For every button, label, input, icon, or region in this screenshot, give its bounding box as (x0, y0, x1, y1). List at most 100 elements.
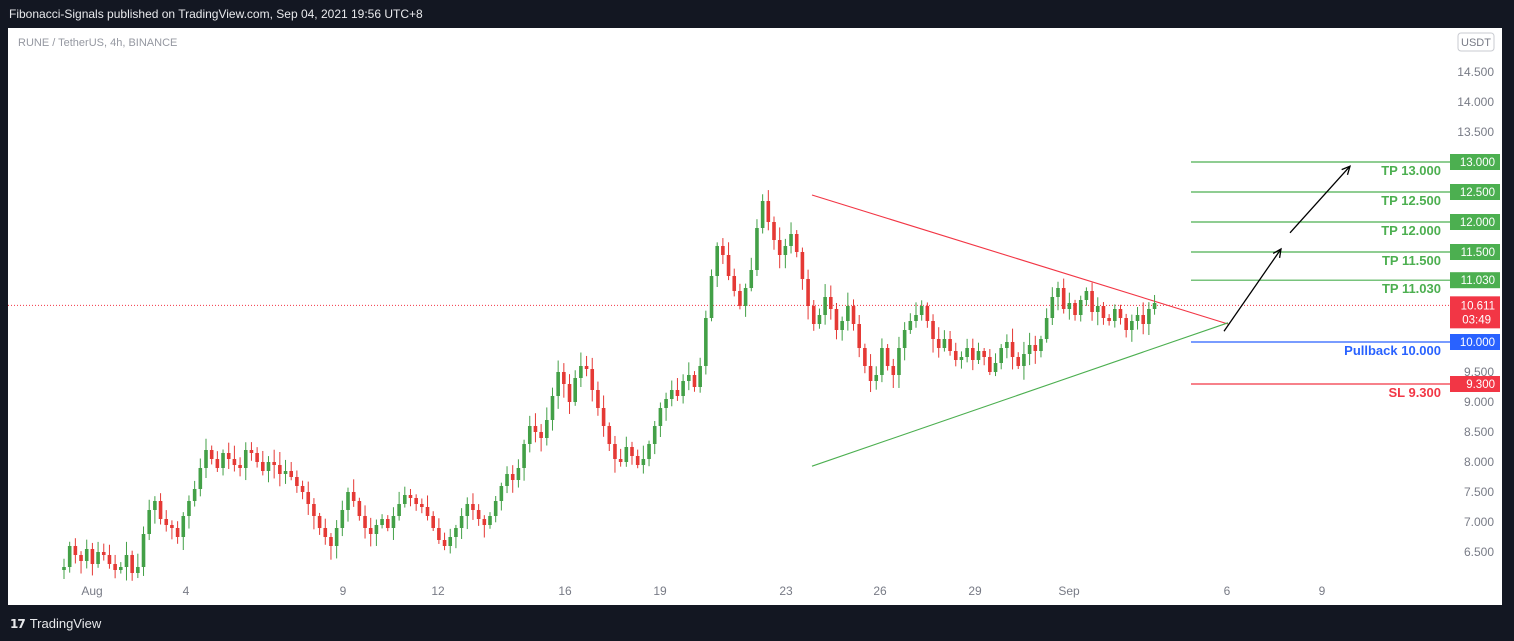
countdown-text: 03:49 (1462, 314, 1491, 326)
level-badge (1450, 244, 1500, 260)
candle-body (90, 549, 95, 564)
candle-body (425, 507, 430, 516)
y-tick-label: 7.500 (1464, 485, 1494, 499)
candle-body (971, 348, 975, 360)
candle-body (476, 510, 481, 519)
x-tick-label: 16 (558, 584, 572, 598)
candle-body (391, 516, 396, 528)
projection-arrow-2 (1289, 165, 1351, 234)
candle-body (902, 330, 907, 348)
candle-body (266, 462, 271, 471)
level-badge (1450, 334, 1500, 350)
candle-body (141, 534, 146, 567)
candle-body (170, 525, 174, 528)
candle-body (238, 465, 242, 468)
candle-body (953, 351, 958, 360)
candle-body (181, 516, 186, 537)
candle-body (709, 276, 714, 318)
candle-body (868, 366, 873, 381)
candle-body (936, 339, 941, 348)
candle-body (545, 420, 549, 438)
tv-logo-icon: 17 (10, 616, 26, 631)
candle-body (243, 450, 248, 468)
candle-body (67, 546, 72, 567)
candle-body (420, 504, 424, 507)
candle-body (306, 492, 311, 504)
candle-body (988, 357, 992, 372)
candle-body (601, 408, 606, 426)
candle-body (124, 555, 129, 567)
chart-pane[interactable] (8, 28, 1502, 605)
level-label: TP 12.500 (1381, 193, 1441, 208)
candle-body (789, 234, 793, 246)
price-chart[interactable]: RUNE / TetherUS, 4h, BINANCE USDT 6.500 7.0… (0, 0, 1514, 605)
level-label: TP 11.500 (1382, 253, 1441, 268)
candle-body (908, 321, 913, 330)
candle-body (658, 408, 663, 426)
candle-body (726, 255, 731, 276)
candle-body (641, 459, 646, 465)
candle-body (766, 201, 771, 222)
candle-body (1118, 309, 1123, 318)
candle-body (618, 459, 623, 462)
candle-body (1027, 345, 1032, 354)
level-label: Pullback 10.000 (1344, 343, 1441, 358)
candle-body (204, 450, 208, 468)
candle-body (851, 306, 856, 324)
x-tick-label: 9 (340, 584, 347, 598)
candle-body (403, 495, 407, 504)
candle-body (755, 228, 759, 270)
candle-body (357, 501, 362, 516)
currency-badge (1457, 32, 1495, 52)
level-badge-text: 10.000 (1460, 337, 1495, 349)
candle-body (221, 453, 225, 468)
level-badge-text: 12.500 (1460, 187, 1495, 199)
candle-body (834, 309, 839, 330)
tradingview-logo[interactable]: 17 TradingView (10, 616, 101, 631)
candle-body (437, 528, 441, 540)
candle-body (323, 528, 328, 537)
candle-body (414, 498, 418, 504)
footer-bar: 17 TradingView (0, 605, 1514, 641)
candle-body (272, 462, 276, 465)
candle-body (215, 459, 220, 468)
candle-body (499, 486, 504, 501)
candle-body (794, 234, 799, 252)
candle-body (806, 279, 810, 306)
candle-body (567, 384, 572, 402)
candle-body (721, 246, 725, 255)
candle-body (590, 369, 595, 390)
candle-body (999, 348, 1003, 363)
x-tick-label: 23 (779, 584, 793, 598)
candle-body (579, 366, 583, 378)
last-price-badge (1450, 296, 1500, 329)
level-label: TP 12.000 (1381, 223, 1441, 238)
candle-body (891, 366, 896, 375)
candle-body (1022, 354, 1026, 366)
candle-body (1147, 309, 1151, 324)
candle-body (817, 315, 822, 324)
x-tick-label: 6 (1224, 584, 1231, 598)
candle-body (880, 348, 884, 375)
candle-body (715, 246, 719, 276)
candle-body (1090, 291, 1094, 312)
candle-body (652, 426, 657, 444)
candle-body (800, 252, 805, 279)
candle-body (329, 537, 333, 546)
candle-body (175, 528, 180, 537)
candle-body (340, 510, 345, 528)
y-tick-label: 8.500 (1464, 425, 1494, 439)
candle-body (738, 291, 742, 306)
level-badge (1450, 154, 1500, 170)
candle-body (516, 468, 521, 480)
candle-body (635, 456, 640, 465)
candle-body (1005, 342, 1009, 348)
projection-arrow-1 (1223, 248, 1282, 332)
candle-body (811, 306, 816, 324)
candle-body (959, 357, 964, 360)
projection-arrow-2-head (1341, 165, 1352, 176)
candle-body (874, 375, 879, 381)
candle-body (584, 366, 589, 369)
level-badge-text: 11.030 (1461, 275, 1495, 287)
candle-body (226, 453, 231, 459)
